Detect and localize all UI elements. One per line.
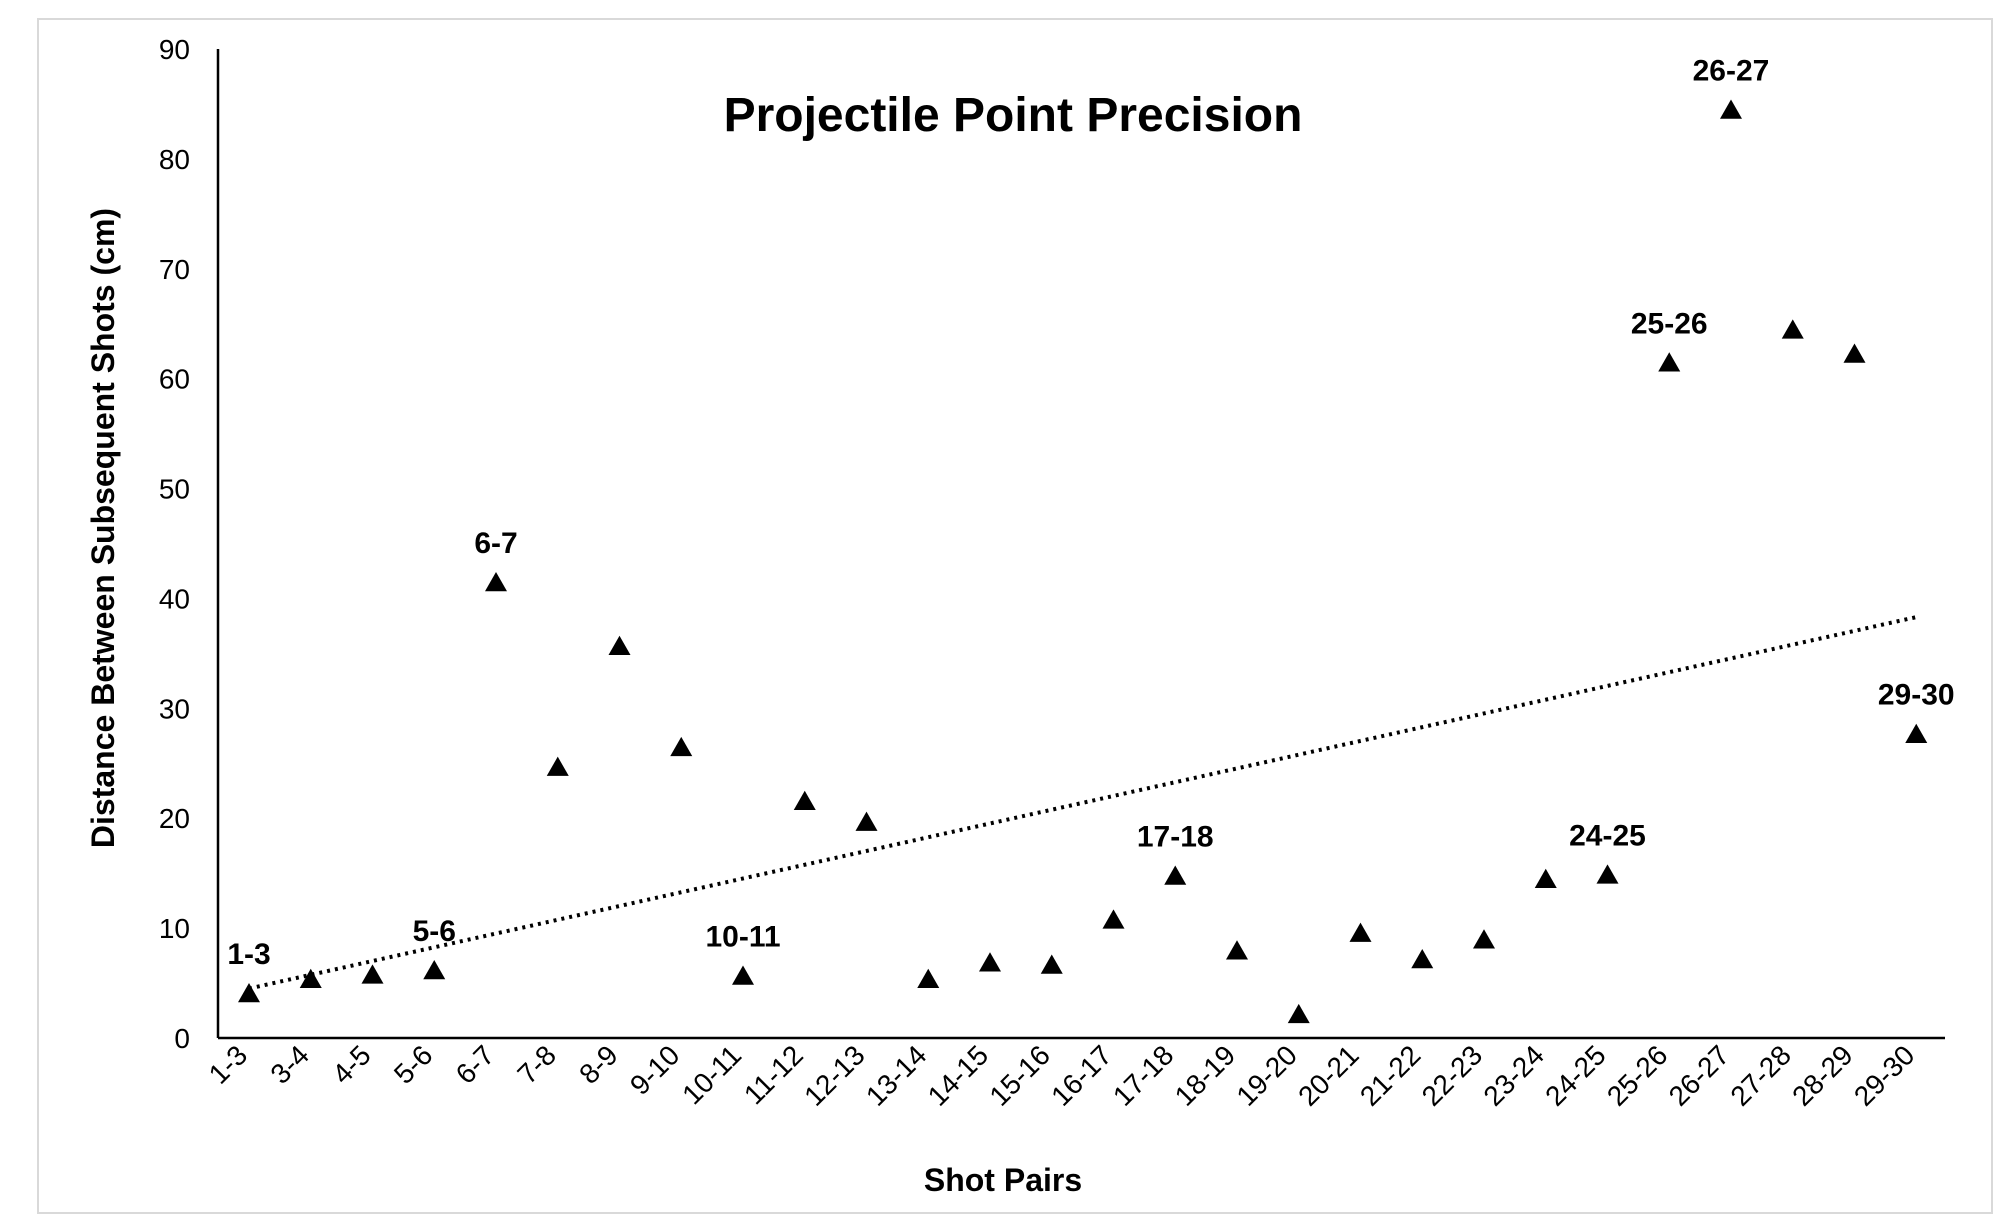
- data-point-label: 6-7: [474, 527, 517, 560]
- x-tick-label: 15-16: [983, 1039, 1056, 1112]
- x-tick-label: 26-27: [1663, 1039, 1736, 1112]
- x-tick-label: 22-23: [1416, 1039, 1489, 1112]
- y-tick-label: 80: [159, 144, 190, 175]
- x-tick-label: 20-21: [1292, 1039, 1365, 1112]
- x-axis-title: Shot Pairs: [924, 1162, 1082, 1198]
- y-tick-label: 50: [159, 474, 190, 505]
- data-point-marker: [1349, 922, 1372, 942]
- data-point-label: 29-30: [1878, 679, 1955, 712]
- x-tick-label: 25-26: [1601, 1039, 1674, 1112]
- data-point-label: 26-27: [1693, 55, 1770, 88]
- x-tick-label: 12-13: [798, 1039, 871, 1112]
- data-point-marker: [423, 959, 446, 980]
- data-point-marker: [608, 635, 631, 656]
- y-tick-label: 30: [159, 693, 190, 724]
- data-point-marker: [238, 983, 260, 1003]
- chart-title: Projectile Point Precision: [724, 89, 1303, 142]
- data-point-marker: [299, 968, 322, 989]
- y-tick-label: 20: [159, 803, 190, 834]
- data-point-marker: [732, 965, 754, 985]
- x-tick-label: 23-24: [1477, 1039, 1550, 1112]
- data-point-marker: [361, 964, 384, 984]
- data-point-marker: [979, 952, 1001, 972]
- x-tick-label: 29-30: [1848, 1039, 1921, 1112]
- x-tick-label: 13-14: [860, 1039, 933, 1112]
- data-point-marker: [670, 736, 693, 757]
- data-point-marker: [1720, 99, 1742, 119]
- data-point-marker: [1226, 940, 1248, 960]
- data-point-label: 24-25: [1569, 819, 1646, 852]
- x-tick-label: 17-18: [1107, 1039, 1180, 1112]
- y-tick-labels: 0 10 20 30 40 50 60 70 80 90: [159, 34, 190, 1054]
- data-point-marker: [1411, 948, 1434, 969]
- data-point-label: 25-26: [1631, 307, 1708, 340]
- data-point-marker: [1658, 352, 1681, 372]
- x-tick-label: 10-11: [676, 1039, 747, 1110]
- data-point-marker: [1164, 865, 1187, 885]
- trendline: [248, 615, 1917, 991]
- y-tick-label: 40: [159, 583, 190, 614]
- x-tick-label: 11-12: [738, 1039, 809, 1110]
- x-tick-label: 8-9: [573, 1039, 624, 1090]
- x-tick-label: 7-8: [511, 1039, 562, 1090]
- data-point-label: 17-18: [1137, 820, 1214, 853]
- data-point-marker: [1596, 864, 1619, 884]
- data-point-marker: [917, 968, 940, 989]
- y-axis-title: Distance Between Subsequent Shots (cm): [85, 208, 121, 848]
- data-point-marker: [1287, 1003, 1310, 1024]
- data-point-marker: [546, 756, 569, 776]
- x-tick-label: 4-5: [326, 1039, 377, 1090]
- y-tick-label: 90: [159, 34, 190, 65]
- data-point-marker: [1843, 343, 1866, 363]
- data-point-marker: [793, 790, 816, 810]
- data-point-label: 10-11: [705, 920, 780, 953]
- data-point-label: 5-6: [413, 915, 456, 948]
- data-markers: [238, 99, 1928, 1024]
- data-point-marker: [1102, 909, 1125, 929]
- data-point-marker: [1040, 954, 1063, 974]
- data-point-labels: 1-3 5-6 6-7 10-11 17-18 24-25 25-26 26-27 29-30: [227, 55, 1954, 972]
- x-tick-label: 3-4: [264, 1039, 315, 1090]
- x-tick-label: 19-20: [1230, 1039, 1303, 1112]
- x-tick-label: 14-15: [922, 1039, 995, 1112]
- x-tick-label: 27-28: [1724, 1039, 1797, 1112]
- x-tick-label: 16-17: [1045, 1039, 1118, 1112]
- x-tick-label: 9-10: [624, 1039, 686, 1101]
- x-tick-label: 18-19: [1169, 1039, 1242, 1112]
- data-point-marker: [485, 572, 507, 592]
- x-tick-label: 21-22: [1354, 1039, 1427, 1112]
- data-point-marker: [1473, 929, 1495, 949]
- data-point-marker: [1534, 868, 1557, 889]
- x-tick-labels: 1-3 3-4 4-5 5-6 6-7 7-8 8-9 9-1010-1111-1212-13…: [203, 1039, 1921, 1112]
- x-tick-label: 6-7: [450, 1039, 501, 1090]
- y-tick-label: 70: [159, 254, 190, 285]
- data-point-label: 1-3: [227, 938, 270, 971]
- y-tick-label: 10: [159, 913, 190, 944]
- y-tick-label: 60: [159, 364, 190, 395]
- x-tick-label: 5-6: [388, 1039, 439, 1090]
- x-tick-label: 1-3: [203, 1039, 254, 1090]
- data-point-marker: [1781, 319, 1804, 339]
- x-tick-label: 28-29: [1786, 1039, 1859, 1112]
- y-tick-label: 0: [174, 1023, 190, 1054]
- chart-frame: [37, 18, 1993, 1214]
- data-point-marker: [1905, 723, 1928, 743]
- data-point-marker: [855, 811, 878, 831]
- x-tick-label: 24-25: [1539, 1039, 1612, 1112]
